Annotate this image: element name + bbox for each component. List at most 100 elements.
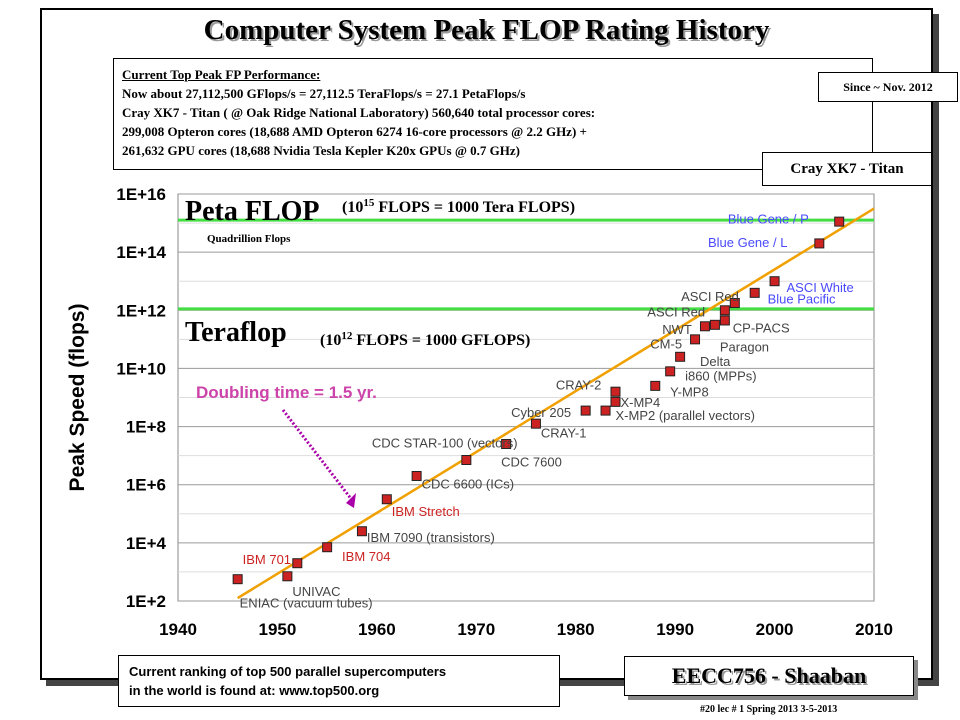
y-tick-label: 1E+16 (116, 185, 166, 204)
machine-label: UNIVAC (292, 584, 340, 599)
info-line: Now about 27,112,500 GFlops/s = 27,112.5… (122, 86, 526, 101)
data-point (665, 366, 676, 377)
data-point (834, 216, 845, 227)
data-point (650, 380, 661, 391)
data-point (600, 405, 611, 416)
data-point (709, 319, 720, 330)
data-point (461, 455, 472, 466)
data-point (356, 526, 367, 537)
machine-label: CDC 6600 (ICs) (422, 476, 514, 491)
data-point (282, 571, 293, 582)
data-point (719, 315, 730, 326)
machine-label: IBM 7090 (transistors) (367, 530, 495, 545)
threshold-label-tera: Teraflop (185, 317, 287, 348)
trend-line (237, 207, 875, 600)
note-text: (10 (320, 332, 341, 349)
note-superscript: 12 (341, 330, 353, 342)
doubling-time-label: Doubling time = 1.5 yr. (196, 383, 377, 402)
machine-label: CRAY-2 (556, 377, 602, 392)
machine-label: CM-5 (650, 337, 682, 352)
info-heading: Current Top Peak FP Performance: (122, 67, 321, 82)
data-point (381, 494, 392, 505)
x-tick-label: 2010 (855, 620, 893, 639)
y-tick-label: 1E+10 (116, 359, 166, 378)
data-point (501, 439, 512, 450)
data-point (292, 558, 303, 569)
data-point (814, 238, 825, 249)
threshold-sublabel-peta: Quadrillion Flops (207, 233, 291, 245)
info-box: Current Top Peak FP Performance: Now abo… (113, 58, 873, 170)
machine-label: ENIAC (vacuum tubes) (240, 595, 373, 610)
note-text: FLOPS = 1000 Tera FLOPS) (374, 199, 575, 216)
machine-label: ASCI Red (681, 289, 739, 304)
y-tick-label: 1E+4 (126, 534, 167, 553)
data-point (610, 396, 621, 407)
info-line: Cray XK7 - Titan ( @ Oak Ridge National … (122, 105, 596, 120)
since-label: Since ~ Nov. 2012 (818, 72, 958, 102)
info-line: 299,008 Opteron cores (18,688 AMD Optero… (122, 124, 587, 139)
machine-label: CRAY-1 (541, 425, 587, 440)
x-tick-label: 1980 (557, 620, 595, 639)
x-tick-label: 1960 (358, 620, 396, 639)
note-text: (10 (342, 199, 363, 216)
y-tick-label: 1E+2 (126, 592, 166, 611)
machine-label: Blue Gene / L (708, 235, 788, 250)
note-superscript: 15 (363, 197, 375, 209)
data-point (610, 386, 621, 397)
machine-label: X-MP4 (620, 395, 660, 410)
y-tick-label: 1E+8 (126, 418, 166, 437)
x-tick-label: 1940 (159, 620, 197, 639)
machine-label: i860 (MPPs) (685, 369, 757, 384)
y-tick-label: 1E+6 (126, 476, 166, 495)
machine-label: NWT (662, 322, 692, 337)
machine-label: Delta (700, 354, 731, 369)
x-tick-label: 2000 (756, 620, 794, 639)
machine-label: ASCI White (787, 280, 854, 295)
x-tick-label: 1970 (457, 620, 495, 639)
machine-label: Paragon (720, 340, 769, 355)
data-point (729, 298, 740, 309)
threshold-note-peta: (1015 FLOPS = 1000 Tera FLOPS) (342, 197, 575, 216)
data-point (719, 305, 730, 316)
threshold-note-tera: (1012 FLOPS = 1000 GFLOPS) (320, 330, 530, 349)
machine-label: CDC 7600 (501, 454, 562, 469)
data-point (749, 287, 760, 298)
machine-label: IBM 704 (342, 549, 390, 564)
data-point (322, 542, 333, 553)
slide-footer: #20 lec # 1 Spring 2013 3-5-2013 (700, 704, 838, 715)
data-point (411, 470, 422, 481)
x-tick-label: 1950 (259, 620, 297, 639)
machine-label: IBM Stretch (392, 504, 460, 519)
data-point (580, 405, 591, 416)
y-tick-label: 1E+14 (116, 243, 166, 262)
machine-label: IBM 701 (243, 552, 291, 567)
x-tick-label: 1990 (656, 620, 694, 639)
machine-label: CP-PACS (733, 321, 790, 336)
y-tick-label: 1E+12 (116, 301, 166, 320)
y-axis-label: Peak Speed (flops) (66, 304, 89, 492)
data-point (769, 276, 780, 287)
machine-label: Blue Gene / P (728, 212, 809, 227)
machine-label: Blue Pacific (768, 292, 836, 307)
data-point (699, 321, 710, 332)
ranking-box: Current ranking of top 500 parallel supe… (118, 655, 560, 707)
doubling-arrow-head (346, 493, 356, 508)
threshold-label-peta: Peta FLOP (185, 196, 320, 227)
titan-label: Cray XK7 - Titan (762, 152, 932, 186)
data-point (675, 351, 686, 362)
doubling-arrow-shaft (281, 409, 354, 501)
machine-label: Cyber 205 (511, 405, 571, 420)
data-point (232, 574, 243, 585)
data-point (530, 418, 541, 429)
machine-label: X-MP2 (parallel vectors) (615, 408, 754, 423)
course-label: EECC756 - Shaaban (671, 663, 867, 688)
course-badge: EECC756 - Shaaban (624, 656, 914, 696)
machine-label: CDC STAR-100 (vectors) (372, 436, 518, 451)
note-text: FLOPS = 1000 GFLOPS) (352, 332, 530, 349)
data-point (690, 334, 701, 345)
ranking-line: Current ranking of top 500 parallel supe… (129, 664, 447, 679)
info-line: 261,632 GPU cores (18,688 Nvidia Tesla K… (122, 143, 520, 158)
machine-label: Y-MP8 (670, 385, 709, 400)
machine-label: ASCI Red (647, 305, 705, 320)
